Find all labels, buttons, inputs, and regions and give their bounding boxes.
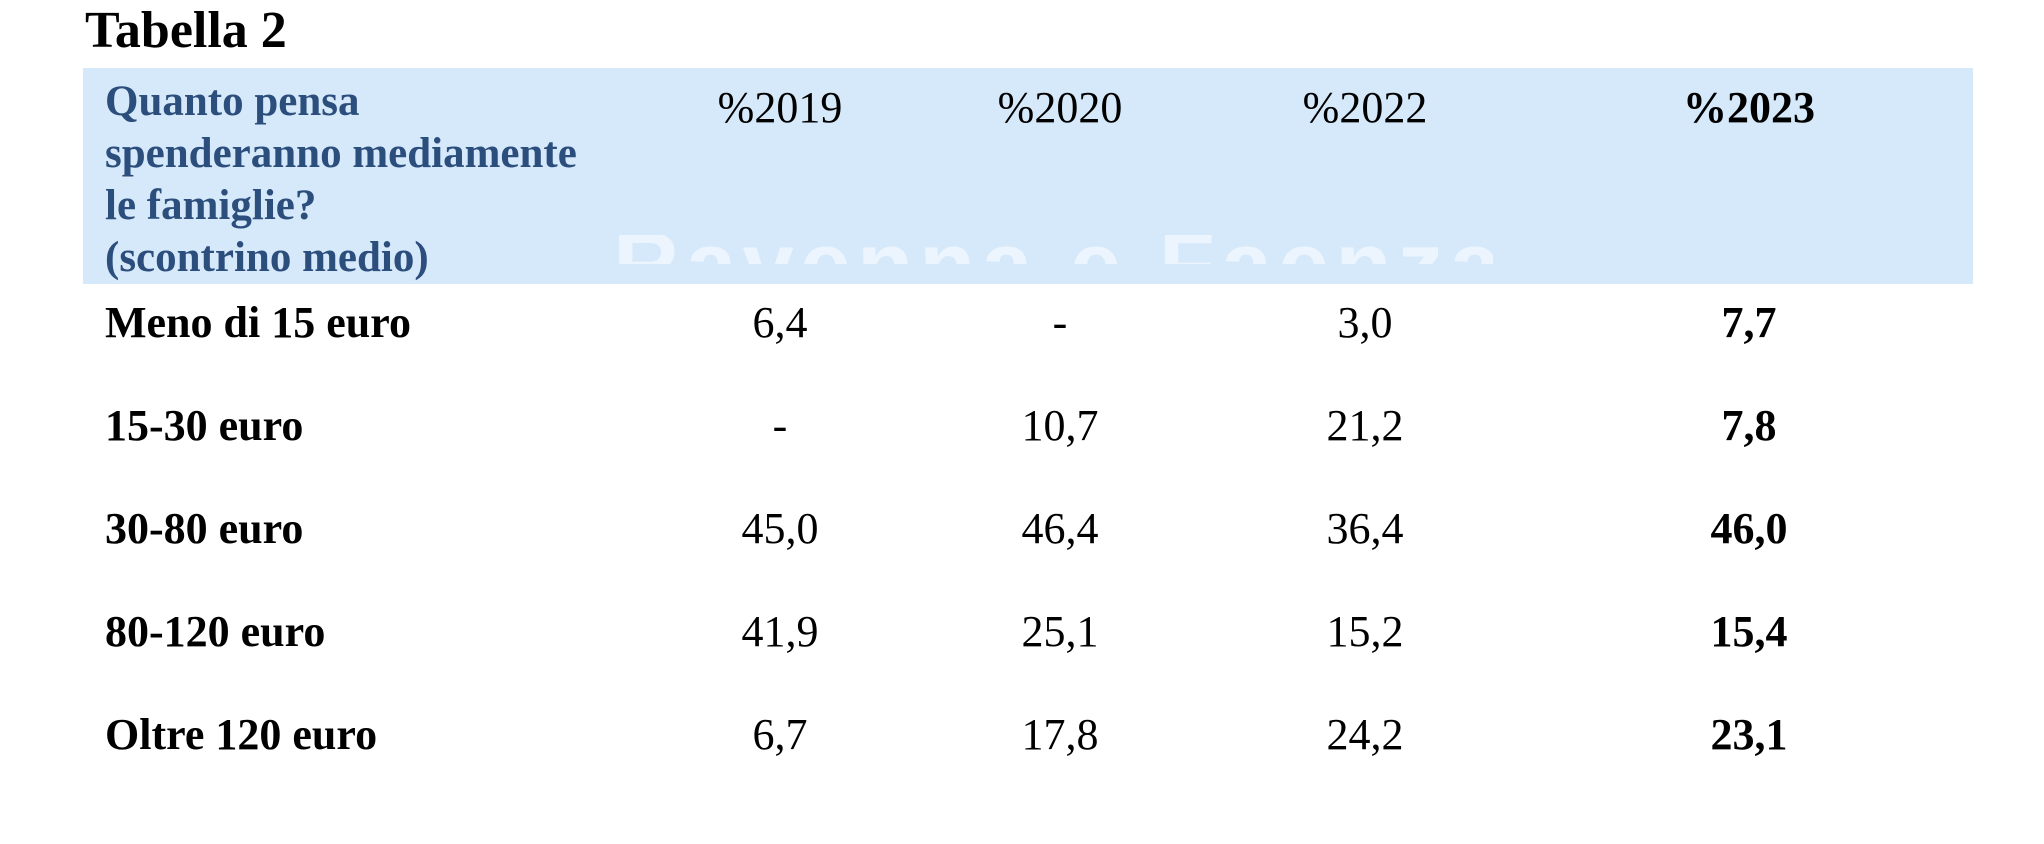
value-cell: 46,0 (1710, 504, 1788, 553)
value-cell: 3,0 (1337, 298, 1393, 347)
column-header-2023: %2023 (1525, 68, 1973, 284)
column-header-2022: %2022 (1205, 68, 1525, 284)
row-label: Oltre 120 euro (105, 710, 378, 759)
row-label: 15-30 euro (105, 401, 304, 450)
value-cell: 46,4 (1021, 504, 1099, 553)
question-line: le famiglie? (105, 182, 317, 229)
table-row: Oltre 120 euro 6,7 17,8 24,2 23,1 (83, 696, 1973, 799)
value-cell: 25,1 (1021, 607, 1099, 656)
spending-table: Quanto pensa spenderanno mediamente le f… (83, 68, 1973, 799)
value-cell: - (772, 401, 788, 450)
table-title: Tabella 2 (85, 2, 287, 59)
value-cell: 7,7 (1721, 298, 1777, 347)
value-cell: 15,4 (1710, 607, 1788, 656)
value-cell: 45,0 (741, 504, 819, 553)
question-header-cell: Quanto pensa spenderanno mediamente le f… (83, 68, 645, 284)
value-cell: 15,2 (1326, 607, 1404, 656)
value-cell: - (1052, 298, 1068, 347)
value-cell: 24,2 (1326, 710, 1404, 759)
row-label: 80-120 euro (105, 607, 326, 656)
value-cell: 17,8 (1021, 710, 1099, 759)
table-row: Meno di 15 euro 6,4 - 3,0 7,7 (83, 284, 1973, 387)
value-cell: 10,7 (1021, 401, 1099, 450)
question-line: Quanto pensa (105, 78, 360, 125)
value-cell: 21,2 (1326, 401, 1404, 450)
question-line: (scontrino medio) (105, 234, 429, 281)
row-label: Meno di 15 euro (105, 298, 411, 347)
value-cell: 41,9 (741, 607, 819, 656)
value-cell: 7,8 (1721, 401, 1777, 450)
row-label: 30-80 euro (105, 504, 304, 553)
value-cell: 6,7 (752, 710, 808, 759)
value-cell: 23,1 (1710, 710, 1788, 759)
column-header-2020: %2020 (915, 68, 1205, 284)
value-cell: 6,4 (752, 298, 808, 347)
question-line: spenderanno mediamente (105, 130, 577, 177)
table-row: 30-80 euro 45,0 46,4 36,4 46,0 (83, 490, 1973, 593)
table-row: 80-120 euro 41,9 25,1 15,2 15,4 (83, 593, 1973, 696)
table-row: 15-30 euro - 10,7 21,2 7,8 (83, 387, 1973, 490)
header-row: Quanto pensa spenderanno mediamente le f… (83, 68, 1973, 284)
value-cell: 36,4 (1326, 504, 1404, 553)
column-header-2019: %2019 (645, 68, 915, 284)
spending-table-wrap: Quanto pensa spenderanno mediamente le f… (83, 68, 1973, 799)
